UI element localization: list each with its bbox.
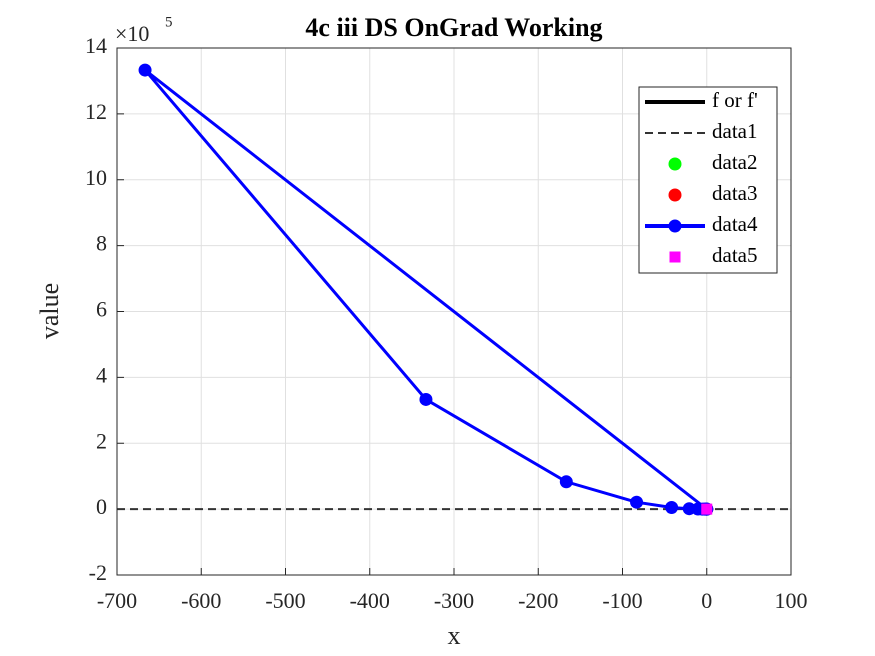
y-tick-label: 14	[85, 33, 107, 58]
marker	[559, 475, 573, 489]
y-multiplier-base: ×10	[115, 21, 149, 46]
x-tick-label: -300	[434, 588, 474, 613]
marker	[419, 392, 433, 406]
x-tick-label: -600	[181, 588, 221, 613]
legend-label: data5	[712, 243, 757, 267]
marker	[701, 503, 713, 515]
marker	[138, 63, 152, 77]
y-tick-label: -2	[89, 560, 107, 585]
y-multiplier-exponent: 5	[165, 14, 173, 30]
x-tick-label: 0	[701, 588, 712, 613]
legend-label: data4	[712, 212, 758, 236]
y-tick-label: 2	[96, 428, 107, 453]
marker	[668, 188, 682, 202]
y-axis-label: value	[35, 283, 64, 339]
x-tick-label: -200	[518, 588, 558, 613]
legend-label: data1	[712, 119, 757, 143]
x-tick-label: 100	[775, 588, 808, 613]
x-tick-label: -400	[350, 588, 390, 613]
y-tick-label: 6	[96, 297, 107, 322]
marker	[630, 495, 644, 509]
y-tick-label: 8	[96, 231, 107, 256]
legend-label: data2	[712, 150, 757, 174]
y-tick-label: 12	[85, 99, 107, 124]
y-tick-label: 0	[96, 494, 107, 519]
marker	[669, 251, 681, 263]
legend-label: f or f'	[712, 88, 758, 112]
y-tick-label: 10	[85, 165, 107, 190]
legend-box	[638, 86, 778, 274]
axes-box	[116, 47, 792, 576]
x-axis-label: x	[448, 621, 461, 650]
x-tick-label: -100	[602, 588, 642, 613]
x-tick-label: -500	[265, 588, 305, 613]
x-tick-label: -700	[97, 588, 137, 613]
marker	[668, 219, 682, 233]
chart-title: 4c iii DS OnGrad Working	[305, 13, 602, 42]
y-tick-label: 4	[96, 362, 107, 387]
marker	[668, 157, 682, 171]
legend-label: data3	[712, 181, 757, 205]
marker	[665, 500, 679, 514]
